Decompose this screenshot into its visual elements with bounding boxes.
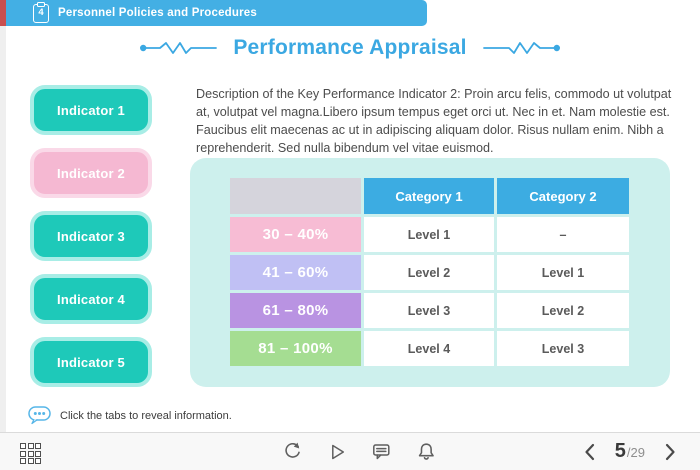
bell-button[interactable] [416, 441, 437, 462]
table-corner-cell [230, 178, 361, 214]
course-title: Personnel Policies and Procedures [58, 7, 257, 19]
slide-title-row: Performance Appraisal [0, 33, 700, 63]
row-1-range: 30 – 40% [230, 217, 361, 252]
play-icon [332, 444, 345, 459]
hint-row: Click the tabs to reveal information. [28, 406, 232, 425]
description-text: Description of the Key Performance Indic… [196, 87, 672, 155]
menu-button[interactable] [20, 443, 41, 464]
prev-button[interactable] [584, 443, 595, 461]
row-4-category-1: Level 4 [364, 331, 494, 366]
red-edge-decoration [0, 0, 6, 26]
comment-dots-icon [28, 406, 51, 425]
tab-indicator-2[interactable]: Indicator 2 [30, 148, 152, 198]
row-2-category-2: Level 1 [497, 255, 629, 290]
refresh-button[interactable] [282, 441, 303, 462]
bell-icon [418, 443, 434, 460]
column-header-category-2: Category 2 [497, 178, 629, 214]
levels-table: Category 1 Category 2 30 – 40% Level 1–41… [230, 178, 629, 366]
row-2-range: 41 – 60% [230, 255, 361, 290]
column-header-category-1: Category 1 [364, 178, 494, 214]
page-total: /29 [626, 445, 645, 460]
content-panel: Category 1 Category 2 30 – 40% Level 1–41… [190, 158, 670, 387]
chapter-number: 4 [38, 7, 44, 19]
slide-title: Performance Appraisal [233, 36, 467, 59]
row-3-category-1: Level 3 [364, 293, 494, 328]
clipboard-icon: 4 [33, 1, 49, 23]
heartbeat-line-left-icon [140, 42, 218, 54]
row-1-category-1: Level 1 [364, 217, 494, 252]
heartbeat-line-right-icon [482, 42, 560, 54]
tab-indicator-5[interactable]: Indicator 5 [30, 337, 152, 387]
tab-indicator-1[interactable]: Indicator 1 [30, 85, 152, 135]
next-button[interactable] [665, 443, 676, 461]
player-controls [282, 433, 437, 470]
tab-indicator-3[interactable]: Indicator 3 [30, 211, 152, 261]
menu-grid-icon [20, 443, 41, 464]
row-3-category-2: Level 2 [497, 293, 629, 328]
left-edge [0, 26, 6, 432]
chevron-left-icon [585, 443, 594, 460]
row-2-category-1: Level 2 [364, 255, 494, 290]
play-button[interactable] [327, 442, 347, 462]
refresh-icon [285, 442, 300, 458]
page-indicator: 5 /29 [615, 440, 645, 463]
clipboard-clip [37, 1, 45, 7]
chevron-right-icon [665, 443, 675, 460]
tab-indicator-4[interactable]: Indicator 4 [30, 274, 152, 324]
player-toolbar: 5 /29 [0, 432, 700, 470]
hint-text: Click the tabs to reveal information. [60, 409, 232, 422]
comment-icon [373, 444, 390, 460]
row-4-range: 81 – 100% [230, 331, 361, 366]
row-1-category-2: – [497, 217, 629, 252]
row-4-category-2: Level 3 [497, 331, 629, 366]
page-navigation: 5 /29 [584, 433, 676, 470]
indicator-tabs: Indicator 1 Indicator 2 Indicator 3 Indicat… [30, 85, 152, 387]
comment-button[interactable] [371, 442, 392, 461]
header-bar: 4 Personnel Policies and Procedures [6, 0, 427, 26]
row-3-range: 61 – 80% [230, 293, 361, 328]
page-current: 5 [614, 440, 626, 462]
